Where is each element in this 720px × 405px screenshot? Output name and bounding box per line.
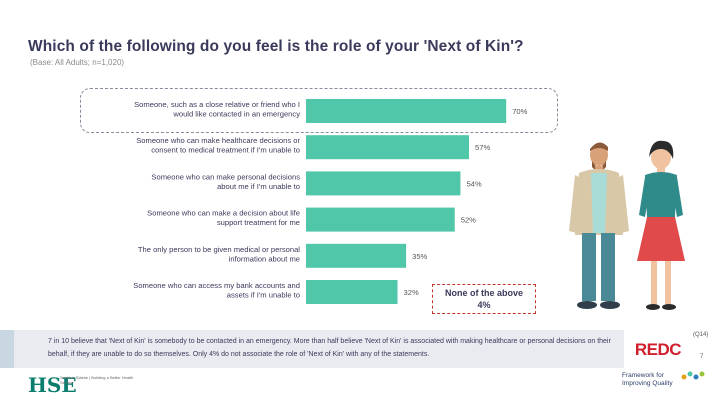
hse-logo: HSE Seirbhís Sláinte | Building a Better… [28,373,138,401]
framework-line1: Framework for [622,372,664,379]
question-tag: (Q14) [693,332,709,338]
bar-value-label-3: 52% [461,216,476,225]
redc-logo: REDC [628,332,688,368]
bar-5 [306,280,398,304]
bar-value-label-4: 35% [412,252,427,261]
summary-bar [14,330,624,368]
framework-logo: Framework for Improving Quality [622,372,673,388]
none-of-the-above-callout: None of the above 4% [432,284,536,314]
framework-line2: Improving Quality [622,380,673,387]
bar-value-label-5: 32% [404,288,419,297]
none-of-the-above-label: None of the above [444,288,523,298]
category-label-3: Someone who can make a decision about li… [147,209,300,228]
framework-dots-icon [681,371,705,380]
hse-mark: HSE [28,373,77,397]
summary-text: 7 in 10 believe that 'Next of Kin' is so… [48,338,611,358]
woman-figure [637,140,685,310]
category-label-0: Someone, such as a close relative or fri… [134,100,300,119]
highlight-box [80,88,558,133]
bar-4 [306,243,407,268]
hse-text: Seirbhís Sláinte | Building a Better Hea… [60,375,134,385]
bar-2 [306,171,461,196]
category-label-2: Someone who can make personal decisions a… [151,172,300,191]
category-label-4: The only person to be given medical or p… [138,245,300,263]
category-label-1: Someone who can make healthcare decision… [136,136,300,155]
page-number: 7 [700,354,704,360]
bar-3 [306,207,455,232]
bar-chart: 70% Someone, such as a close relative or … [133,99,528,304]
bar-value-label-0: 70% [512,107,527,116]
bar-0 [306,99,507,123]
bar-value-label-2: 54% [466,179,481,188]
base-subtitle: (Base: All Adults; n=1,020) [30,58,125,67]
couple-illustration [569,140,685,310]
category-label-5: Someone who can access my bank accounts … [133,281,300,300]
bar-value-label-1: 57% [475,143,490,152]
side-strip [0,330,14,368]
none-of-the-above-value: 4% [477,300,491,310]
bar-1 [306,135,470,160]
man-figure [569,142,629,309]
page-title: Which of the following do you feel is th… [28,38,524,55]
